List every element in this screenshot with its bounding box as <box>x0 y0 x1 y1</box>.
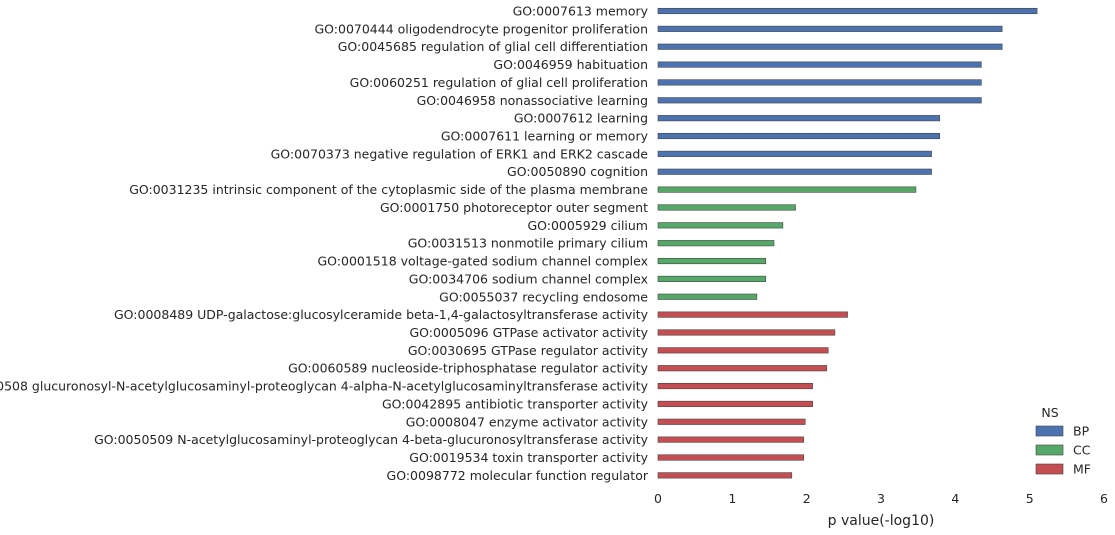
x-tick-label: 3 <box>877 491 885 506</box>
bar-cc <box>657 186 917 193</box>
category-label: GO:0001518 voltage-gated sodium channel … <box>317 254 648 269</box>
bar-bp <box>657 168 932 175</box>
bar-mf <box>657 400 813 407</box>
category-label: GO:0098772 molecular function regulator <box>387 468 649 483</box>
x-tick-label: 4 <box>951 491 959 506</box>
category-label: GO:0008489 UDP-galactose:glucosylceramid… <box>114 307 649 322</box>
category-label: GO:0005929 cilium <box>527 218 648 233</box>
bar-mf <box>657 436 804 443</box>
category-label: GO:0070444 oligodendrocyte progenitor pr… <box>314 21 648 36</box>
bar-bp <box>657 7 1038 15</box>
category-label: GO:0055037 recycling endosome <box>439 289 648 304</box>
category-labels-group: GO:0007613 memory GO:0070444 oligodendroc… <box>0 4 649 483</box>
category-label: GO:0050509 N-acetylglucosaminyl-proteogl… <box>94 432 649 447</box>
category-label: GO:0030695 GTPase regulator activity <box>408 343 649 358</box>
legend-label-mf: MF <box>1073 462 1091 477</box>
bar-cc <box>657 222 784 229</box>
bar-cc <box>657 240 775 247</box>
bar-mf <box>657 472 793 479</box>
category-label: GO:0050508 glucuronosyl-N-acetylglucosam… <box>0 379 649 394</box>
category-label: GO:0046958 nonassociative learning <box>417 93 648 108</box>
legend-swatch-mf <box>1035 463 1064 475</box>
category-label: GO:0046959 habituation <box>493 57 648 72</box>
bar-bp <box>657 61 982 68</box>
x-axis-ticks-group: 0 1 2 3 4 5 6 <box>654 491 1108 506</box>
x-tick-label: 0 <box>654 491 662 506</box>
legend-swatch-cc <box>1035 444 1064 456</box>
legend: NS BP CC MF <box>1035 405 1091 477</box>
category-label: GO:0070373 negative regulation of ERK1 a… <box>271 146 649 161</box>
bar-mf <box>657 347 829 354</box>
category-label: GO:0005096 GTPase activator activity <box>409 325 648 340</box>
bar-cc <box>657 293 758 300</box>
x-tick-label: 1 <box>728 491 736 506</box>
bar-bp <box>657 25 1003 32</box>
bar-mf <box>657 383 813 390</box>
x-tick-label: 6 <box>1100 491 1108 506</box>
bar-mf <box>657 365 828 372</box>
bar-cc <box>657 275 767 282</box>
category-label: GO:0031235 intrinsic component of the cy… <box>129 182 648 197</box>
category-label: GO:0007613 memory <box>513 4 649 19</box>
x-tick-label: 2 <box>803 491 811 506</box>
bar-mf <box>657 418 806 425</box>
category-label: GO:0008047 enzyme activator activity <box>406 414 649 429</box>
category-label: GO:0060251 regulation of glial cell prol… <box>350 75 648 90</box>
bar-bp <box>657 115 941 122</box>
x-tick-label: 5 <box>1026 491 1034 506</box>
bar-bp <box>657 97 982 104</box>
bar-mf <box>657 454 804 461</box>
category-label: GO:0007612 learning <box>514 111 648 126</box>
bar-bp <box>657 43 1003 50</box>
bar-bp <box>657 79 982 86</box>
legend-label-cc: CC <box>1073 443 1091 458</box>
category-label: GO:0001750 photoreceptor outer segment <box>380 200 648 215</box>
category-label: GO:0050890 cognition <box>507 164 648 179</box>
legend-label-bp: BP <box>1073 424 1090 439</box>
legend-swatch-bp <box>1035 425 1064 437</box>
category-label: GO:0042895 antibiotic transporter activi… <box>382 396 649 411</box>
bars-group <box>657 7 1038 479</box>
category-label: GO:0060589 nucleoside-triphosphatase reg… <box>288 361 648 376</box>
category-label: GO:0007611 learning or memory <box>441 129 649 144</box>
bar-mf <box>657 329 836 336</box>
bar-mf <box>657 311 848 318</box>
category-label: GO:0031513 nonmotile primary cilium <box>408 236 648 251</box>
category-label: GO:0045685 regulation of glial cell diff… <box>338 39 648 54</box>
category-label: GO:0019534 toxin transporter activity <box>409 450 648 465</box>
bar-cc <box>657 204 796 211</box>
bar-cc <box>657 257 767 265</box>
bar-bp <box>657 132 941 140</box>
x-axis-title: p value(-log10) <box>828 513 935 529</box>
category-label: GO:0034706 sodium channel complex <box>409 271 648 286</box>
bar-bp <box>657 150 932 157</box>
legend-title: NS <box>1041 405 1058 420</box>
